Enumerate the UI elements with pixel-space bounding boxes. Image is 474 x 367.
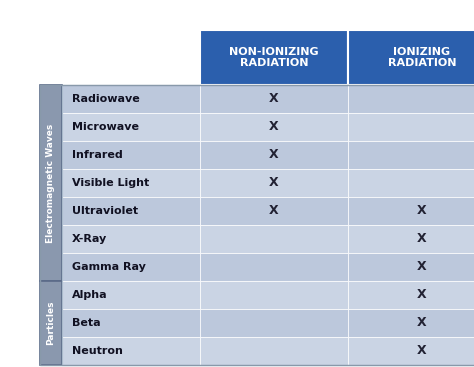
Bar [348,281,474,309]
Text: X: X [417,204,427,218]
Bar [200,337,348,365]
Text: X: X [417,288,427,302]
Bar [200,197,348,225]
Bar [200,225,348,253]
Text: NON-IONIZING
RADIATION: NON-IONIZING RADIATION [229,47,319,68]
Bar [348,253,474,281]
Bar [62,85,474,365]
Text: X: X [269,120,279,134]
Bar [62,253,200,281]
Text: Radiowave: Radiowave [72,94,140,104]
Bar [62,197,200,225]
Bar [62,85,200,113]
Bar [200,169,348,197]
Text: Particles: Particles [46,301,55,345]
Text: Visible Light: Visible Light [72,178,149,188]
Bar [62,225,200,253]
Text: Gamma Ray: Gamma Ray [72,262,146,272]
Bar [348,169,474,197]
Bar [200,309,348,337]
Bar [40,281,62,365]
Text: Ultraviolet: Ultraviolet [72,206,138,216]
Bar [200,141,348,169]
Text: X: X [417,261,427,273]
Bar [348,113,474,141]
Bar [348,85,474,113]
Text: Alpha: Alpha [72,290,108,300]
Text: Beta: Beta [72,318,100,328]
Bar [200,113,348,141]
Text: X: X [269,177,279,189]
Bar [40,85,62,281]
Bar [348,197,474,225]
Text: Neutron: Neutron [72,346,123,356]
Bar [348,225,474,253]
Bar [62,113,200,141]
Text: X-Ray: X-Ray [72,234,107,244]
Text: Infrared: Infrared [72,150,123,160]
Bar [200,30,348,85]
Text: X: X [269,204,279,218]
Bar [62,169,200,197]
Text: Electromagnetic Waves: Electromagnetic Waves [46,123,55,243]
Bar [62,141,200,169]
Bar [62,309,200,337]
Text: X: X [417,345,427,357]
Bar [62,281,200,309]
Bar [348,337,474,365]
Text: X: X [269,149,279,161]
Bar [348,309,474,337]
Bar [200,253,348,281]
Text: Microwave: Microwave [72,122,139,132]
Text: IONIZING
RADIATION: IONIZING RADIATION [388,47,456,68]
Bar [40,85,474,365]
Bar [200,281,348,309]
Text: X: X [269,92,279,105]
Bar [62,337,200,365]
Bar [348,30,474,85]
Bar [200,85,348,113]
Text: X: X [417,316,427,330]
Bar [348,141,474,169]
Text: X: X [417,233,427,246]
